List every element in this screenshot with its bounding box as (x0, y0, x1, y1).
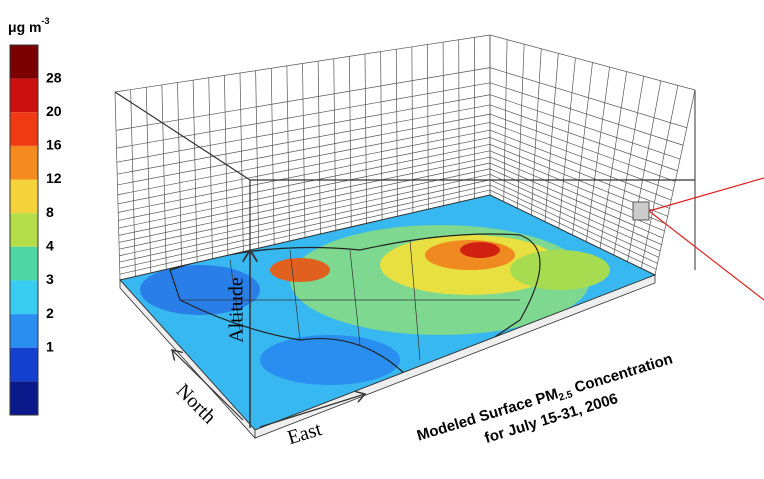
grid-line (318, 61, 320, 234)
grid-line (573, 63, 593, 236)
grid-line (162, 85, 166, 270)
colorbar-cell (10, 180, 38, 214)
grid-line (334, 59, 336, 231)
grid-line (115, 92, 120, 280)
colorbar-cell (10, 146, 38, 180)
colorbar-cell (10, 112, 38, 146)
grid-line (117, 114, 490, 185)
colorbar-label: 1 (46, 338, 54, 354)
title-end: Concentration (569, 350, 675, 397)
grid-line (412, 47, 413, 213)
grid-line (641, 85, 678, 268)
grid-line (428, 45, 429, 210)
colorbar-cell (10, 45, 38, 79)
grid-line (131, 90, 136, 277)
grid-line (271, 68, 274, 244)
colorbar-unit: μg m-3 (8, 16, 49, 34)
grid-line (303, 64, 306, 238)
grid-line (490, 83, 683, 145)
colorbar-cell (10, 247, 38, 281)
grid-line (396, 49, 397, 216)
grid-line (586, 67, 609, 242)
grid-line (256, 71, 259, 249)
altitude-label: Altitude (226, 277, 248, 343)
grid-line (365, 54, 367, 223)
grid-line (178, 83, 182, 266)
unit-exponent: -3 (41, 16, 49, 26)
colorbar-label: 4 (46, 238, 54, 254)
grid-line (118, 122, 490, 194)
grid-line (209, 78, 213, 259)
colorbar-label: 20 (46, 103, 62, 119)
grid-line (490, 35, 695, 90)
colorbar-label: 12 (46, 170, 62, 186)
colorbar-label: 28 (46, 69, 62, 85)
grid-line (381, 52, 382, 220)
grid-line (287, 66, 290, 241)
colorbar: 28 20 16 12 8 4 3 2 1 (10, 45, 62, 415)
unit: μg m (8, 19, 41, 35)
grid-line (193, 80, 197, 262)
colorbar-cell (10, 314, 38, 348)
grid-line (600, 72, 627, 249)
grid-line (490, 105, 678, 171)
colorbar-cell (10, 381, 38, 415)
figure: 2820161284321 μg m-3 Altitude North East… (0, 0, 764, 479)
title: Modeled Surface PM2.5 Concentration for … (415, 350, 681, 465)
grid-line (614, 76, 644, 255)
grid-line (490, 95, 680, 159)
grid-line (504, 40, 507, 202)
colorbar-label: 3 (46, 271, 54, 287)
colorbar-cell (10, 280, 38, 314)
colorbar-cell (10, 79, 38, 113)
colorbar-label: 2 (46, 305, 54, 321)
grid-line (349, 56, 351, 227)
grid-line (655, 90, 695, 275)
grid-line (490, 130, 671, 200)
colorbar-label: 8 (46, 204, 54, 220)
title-line1: Modeled Surface PM2.5 Concentration (415, 350, 675, 446)
grid-line (240, 73, 243, 252)
colorbar-cell (10, 348, 38, 382)
grid-line (118, 130, 490, 204)
colorbar-label: 16 (46, 137, 62, 153)
colorbar-cell (10, 213, 38, 247)
grid-line (490, 68, 687, 128)
grid-line (443, 42, 444, 206)
